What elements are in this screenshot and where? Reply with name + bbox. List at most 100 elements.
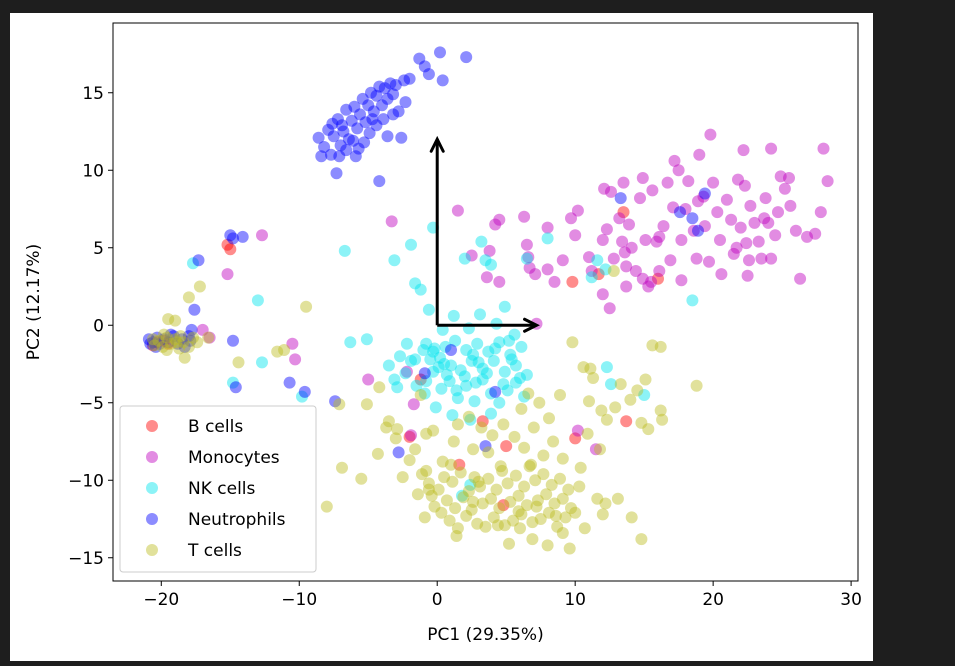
- data-point: [609, 401, 622, 414]
- data-point: [596, 508, 609, 521]
- data-point: [531, 494, 544, 507]
- data-point: [411, 488, 424, 501]
- data-point: [193, 280, 206, 293]
- legend-item: B cells: [146, 417, 243, 437]
- data-point: [482, 446, 495, 459]
- data-point: [422, 477, 435, 490]
- data-point: [345, 114, 358, 127]
- data-point: [556, 452, 569, 465]
- data-point: [692, 195, 704, 208]
- data-point: [562, 483, 575, 496]
- data-point: [497, 378, 510, 391]
- data-point: [399, 367, 412, 380]
- data-point: [573, 480, 586, 493]
- data-point: [471, 517, 484, 530]
- data-point: [635, 416, 648, 429]
- data-point: [501, 477, 514, 490]
- data-point: [617, 176, 630, 189]
- data-point: [503, 537, 515, 550]
- data-point: [330, 167, 343, 180]
- data-point: [566, 275, 579, 288]
- data-point: [182, 291, 195, 304]
- data-point: [382, 415, 395, 428]
- data-point: [413, 52, 426, 65]
- data-point: [464, 478, 477, 491]
- data-point: [420, 464, 433, 477]
- data-point: [400, 365, 413, 378]
- data-point: [476, 415, 489, 428]
- data-point: [184, 334, 197, 347]
- data-point: [472, 356, 485, 369]
- data-point: [170, 336, 183, 349]
- data-point: [814, 206, 827, 219]
- data-point: [467, 443, 480, 456]
- data-point: [639, 373, 652, 386]
- data-point: [187, 257, 199, 270]
- data-point: [547, 435, 560, 448]
- data-point: [296, 390, 308, 403]
- data-point: [566, 336, 579, 349]
- data-point: [474, 308, 486, 321]
- data-point: [147, 333, 159, 346]
- data-point: [142, 333, 155, 346]
- data-point: [352, 142, 365, 155]
- data-point: [178, 351, 191, 364]
- data-point: [543, 412, 555, 425]
- data-point: [251, 294, 264, 307]
- data-point: [445, 458, 457, 471]
- data-point: [596, 288, 609, 301]
- data-point: [351, 122, 364, 135]
- data-point: [354, 108, 366, 121]
- data-point: [508, 430, 521, 443]
- data-point: [629, 265, 642, 277]
- x-tick-label: −20: [143, 590, 179, 610]
- data-point: [551, 520, 564, 533]
- data-point: [355, 472, 368, 485]
- data-point: [418, 387, 431, 400]
- data-point: [382, 359, 395, 372]
- data-point: [169, 333, 182, 346]
- data-point: [653, 265, 666, 277]
- data-point: [654, 340, 667, 353]
- data-point: [744, 199, 757, 212]
- data-point: [420, 337, 433, 350]
- data-point: [464, 413, 477, 426]
- y-tick-label: 5: [93, 239, 104, 259]
- data-point: [164, 337, 177, 350]
- data-point: [537, 468, 550, 481]
- data-point: [509, 469, 522, 482]
- legend-label: Monocytes: [188, 448, 280, 468]
- data-point: [497, 418, 510, 431]
- data-point: [334, 139, 347, 152]
- data-point: [596, 234, 609, 246]
- legend-item: NK cells: [146, 479, 256, 499]
- data-point: [503, 334, 515, 347]
- data-point: [298, 385, 311, 398]
- data-point: [417, 344, 430, 356]
- data-point: [534, 513, 547, 525]
- data-point: [496, 464, 509, 477]
- data-point: [732, 173, 744, 186]
- data-point: [440, 494, 453, 507]
- data-point: [485, 407, 497, 420]
- data-point: [698, 220, 711, 233]
- data-point: [337, 125, 350, 138]
- data-point: [162, 336, 175, 349]
- data-point: [227, 232, 239, 245]
- data-point: [523, 460, 536, 473]
- data-point: [420, 375, 433, 388]
- y-tick-label: 15: [82, 84, 104, 104]
- data-point: [490, 483, 503, 496]
- data-point: [613, 212, 626, 225]
- data-point: [342, 133, 355, 146]
- data-point: [559, 511, 572, 524]
- data-point: [147, 336, 159, 349]
- data-point: [384, 77, 397, 90]
- data-point: [520, 368, 533, 381]
- data-point: [497, 499, 510, 512]
- data-point: [509, 376, 522, 389]
- data-point: [772, 206, 784, 219]
- data-point: [617, 206, 630, 219]
- data-point: [529, 474, 542, 487]
- data-point: [438, 358, 451, 370]
